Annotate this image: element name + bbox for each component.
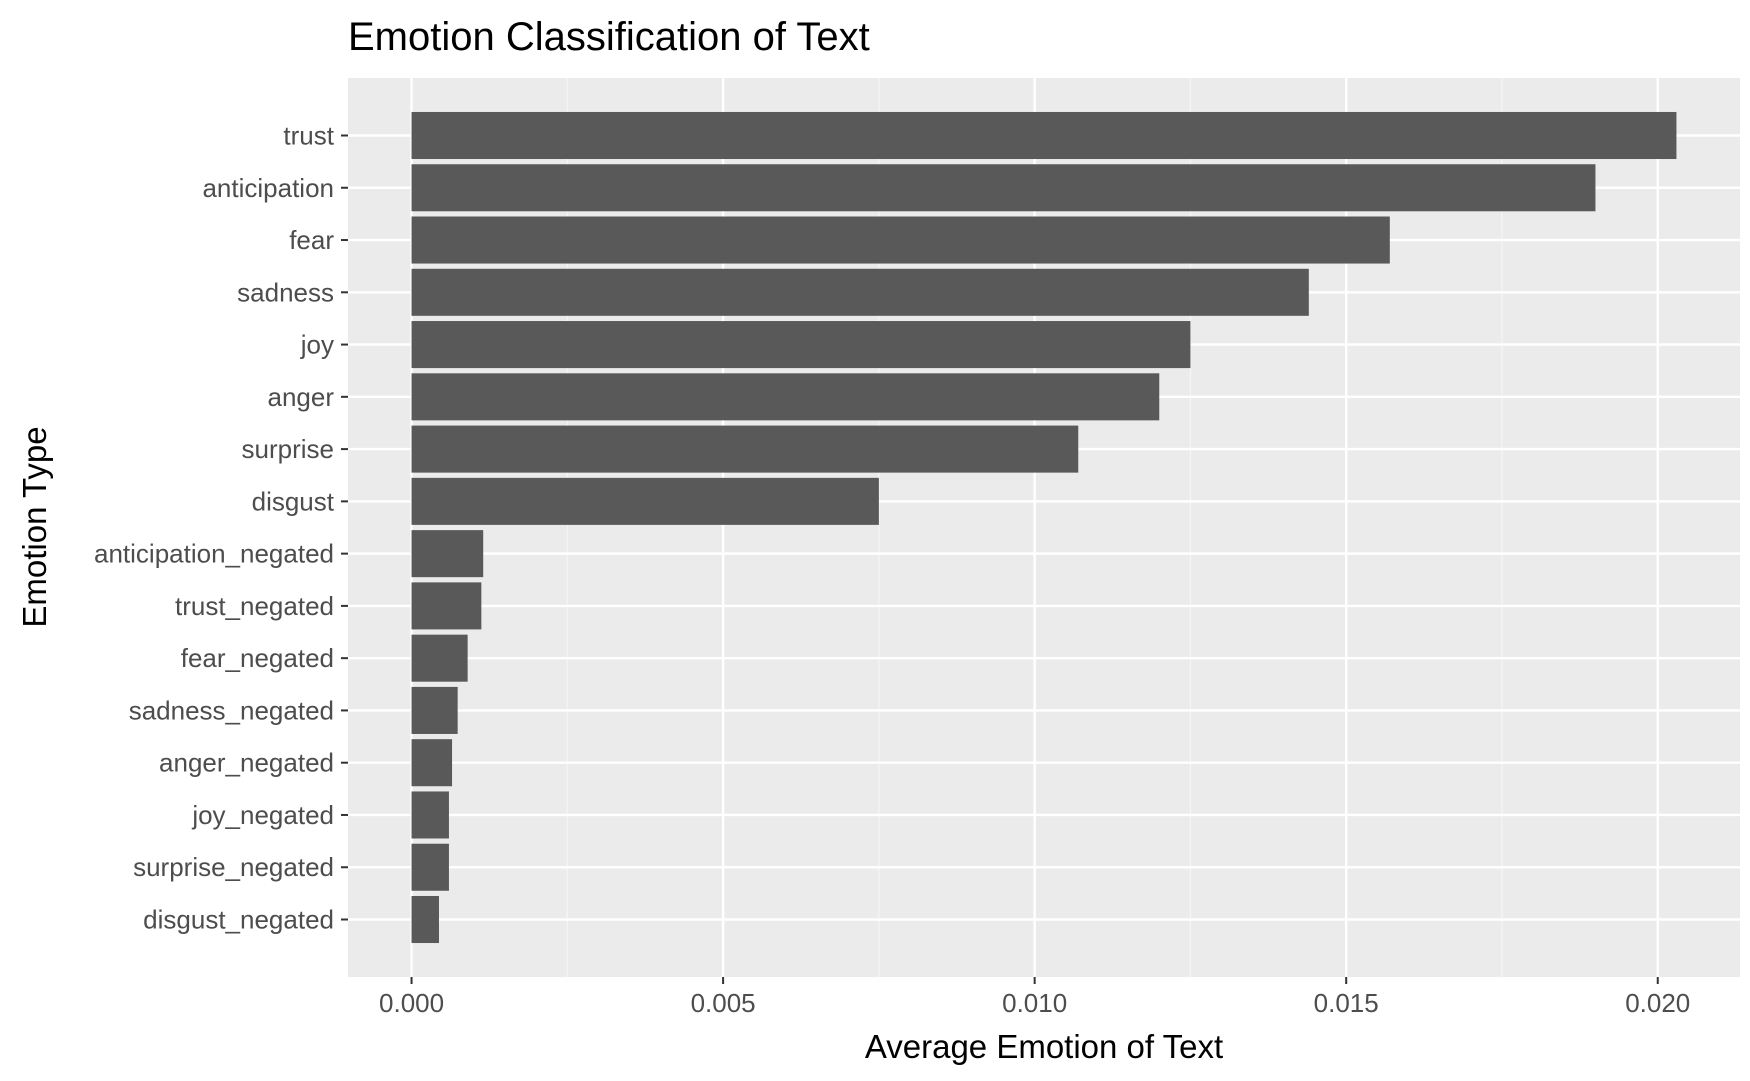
y-tick-label: anticipation_negated bbox=[94, 539, 334, 569]
bar-surprise_negated bbox=[411, 843, 449, 891]
bar-surprise bbox=[411, 425, 1079, 473]
bar-sadness_negated bbox=[411, 686, 458, 734]
bar-anger_negated bbox=[411, 739, 453, 787]
bar-fear_negated bbox=[411, 634, 468, 682]
y-tick-label: fear bbox=[289, 225, 334, 255]
bar-disgust_negated bbox=[411, 895, 439, 944]
y-tick-label: disgust bbox=[252, 486, 335, 516]
y-tick-label: joy_negated bbox=[191, 800, 334, 830]
bar-sadness bbox=[411, 268, 1309, 316]
y-tick-label: trust bbox=[283, 120, 334, 150]
bars bbox=[411, 111, 1677, 944]
y-tick-label: surprise bbox=[242, 434, 334, 464]
bar-fear bbox=[411, 216, 1390, 264]
y-tick-label: anger_negated bbox=[159, 748, 334, 778]
x-axis: 0.000 0.005 0.010 0.015 0.020 bbox=[379, 977, 1690, 1018]
bar-anticipation_negated bbox=[411, 530, 484, 578]
x-axis-title: Average Emotion of Text bbox=[865, 1028, 1223, 1065]
x-tick-label: 0.010 bbox=[1002, 988, 1067, 1018]
x-tick-label: 0.000 bbox=[379, 988, 444, 1018]
y-axis-title: Emotion Type bbox=[16, 426, 53, 627]
bar-anger bbox=[411, 373, 1160, 421]
y-tick-label: disgust_negated bbox=[143, 905, 334, 935]
y-tick-label: trust_negated bbox=[175, 591, 334, 621]
y-axis: trust anticipation fear sadness joy anger surp… bbox=[94, 120, 348, 935]
x-tick-label: 0.015 bbox=[1314, 988, 1379, 1018]
chart-title: Emotion Classification of Text bbox=[348, 15, 870, 59]
y-tick-label: joy bbox=[300, 330, 334, 360]
bar-trust bbox=[411, 111, 1677, 160]
bar-anticipation bbox=[411, 164, 1596, 212]
bar-joy_negated bbox=[411, 791, 449, 839]
bar-joy bbox=[411, 321, 1191, 369]
y-tick-label: sadness_negated bbox=[129, 695, 334, 725]
x-tick-label: 0.020 bbox=[1625, 988, 1690, 1018]
bar-trust_negated bbox=[411, 582, 482, 630]
plot-panel bbox=[348, 78, 1740, 977]
y-tick-label: anger bbox=[268, 382, 335, 412]
y-tick-label: surprise_negated bbox=[133, 852, 334, 882]
y-tick-label: anticipation bbox=[202, 173, 334, 203]
x-tick-label: 0.005 bbox=[691, 988, 756, 1018]
y-tick-label: sadness bbox=[237, 277, 334, 307]
bar-disgust bbox=[411, 477, 879, 525]
y-tick-label: fear_negated bbox=[181, 643, 334, 673]
